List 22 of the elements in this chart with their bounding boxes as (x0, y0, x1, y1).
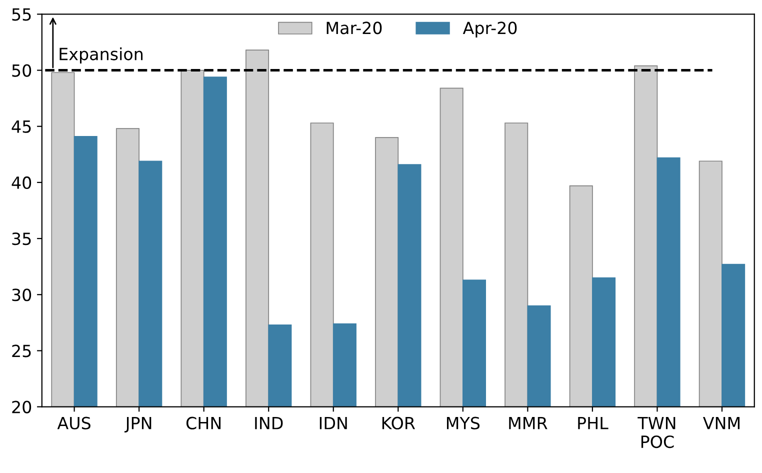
legend-label: Apr-20 (462, 22, 517, 38)
y-tick-label: 55 (12, 8, 31, 21)
y-tick-label: 35 (12, 232, 31, 246)
x-tick-label: VNM (703, 417, 740, 430)
ref-line-label: Expansion (60, 47, 143, 64)
x-tick-label: MMR (509, 417, 548, 430)
y-tick-label: 30 (12, 288, 32, 302)
y-tick-label: 40 (12, 176, 32, 190)
legend-label: Mar-20 (326, 22, 382, 34)
x-tick-label: MYS (446, 416, 480, 430)
x-tick-label: TWN POC (638, 417, 676, 448)
y-tick-label: 45 (12, 120, 31, 133)
x-tick-label: CHN (186, 416, 221, 430)
y-tick-label: 20 (12, 400, 32, 414)
x-tick-label: AUS (57, 416, 90, 430)
y-tick-label: 25 (12, 344, 31, 358)
x-tick-label: IND (255, 417, 283, 430)
x-tick-label: JPN (124, 417, 152, 432)
x-tick-label: PHL (578, 417, 608, 430)
x-tick-label: KOR (382, 416, 416, 430)
x-tick-label: IDN (320, 417, 347, 430)
y-tick-label: 50 (12, 64, 32, 77)
